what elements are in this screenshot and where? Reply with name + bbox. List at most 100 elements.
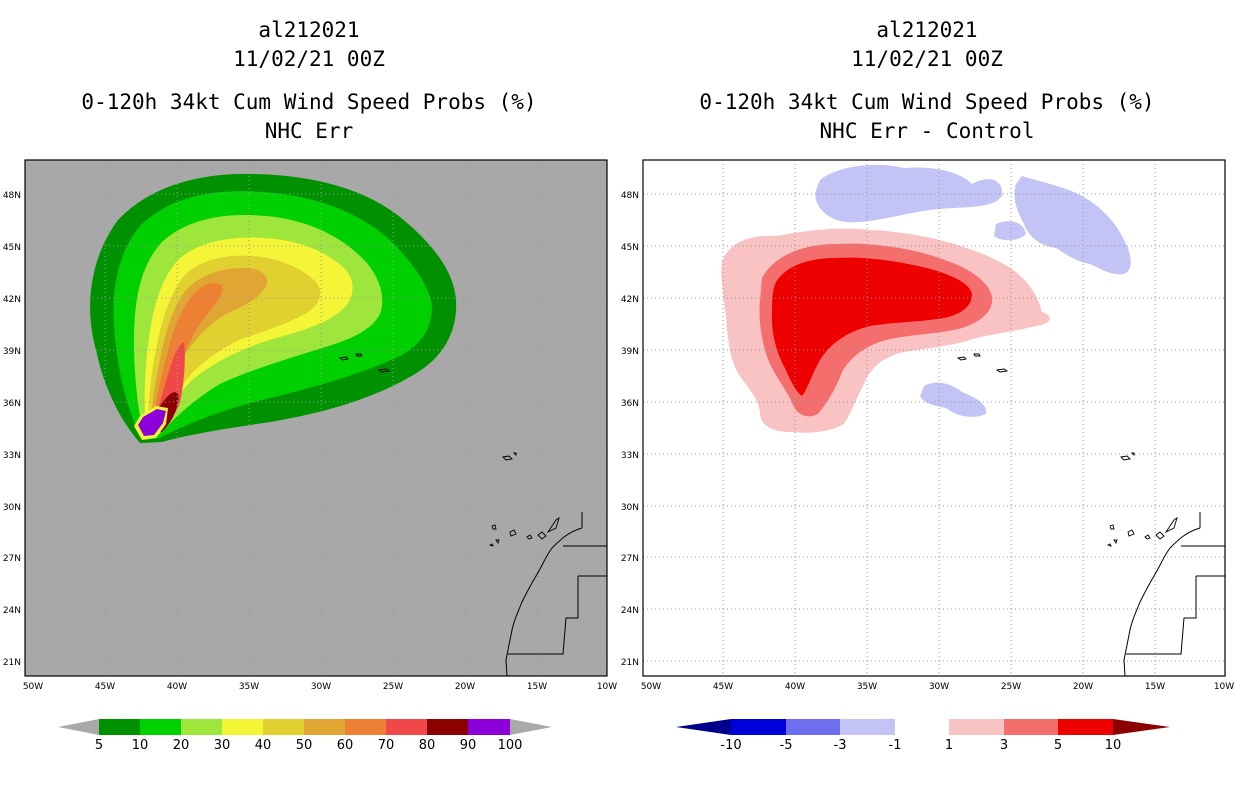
lat-label: 30N	[621, 503, 639, 513]
left-map-frame	[24, 159, 608, 677]
colorbar-swatch	[386, 719, 427, 735]
colorbar-swatch	[140, 719, 181, 735]
lat-label: 42N	[3, 295, 21, 305]
left-gridlines	[25, 160, 607, 676]
lat-label: 39N	[3, 347, 21, 357]
lat-label: 21N	[3, 658, 21, 668]
lon-label: 25W	[383, 682, 403, 692]
left-title-storm: al212021	[258, 18, 360, 42]
lon-label: 15W	[527, 682, 547, 692]
colorbar-swatch	[427, 719, 468, 735]
diff-pos-5to10	[772, 257, 972, 396]
colorbar-label: 30	[214, 738, 231, 753]
lat-label: 24N	[621, 606, 639, 616]
colorbar-swatch	[99, 719, 140, 735]
left-colorbar: 5 10 20 30 40 50 60 70 80 90 100	[58, 719, 552, 753]
colorbar-extend-high	[510, 719, 552, 735]
lat-label: 42N	[621, 295, 639, 305]
colorbar-label: 80	[419, 738, 436, 753]
right-colorbar: -10 -5 -3 -1 1 3 5 10	[676, 719, 1170, 753]
colorbar-label: -1	[889, 738, 902, 753]
colorbar-swatch	[345, 719, 386, 735]
colorbar-swatch	[840, 719, 895, 735]
right-gridlines	[643, 160, 1225, 676]
colorbar-label: 60	[337, 738, 354, 753]
lon-label: 40W	[167, 682, 187, 692]
colorbar-swatch	[1004, 719, 1058, 735]
colorbar-label: 1	[945, 738, 953, 753]
lat-label: 45N	[621, 243, 639, 253]
colorbar-extend-high	[1113, 719, 1170, 735]
colorbar-swatch	[731, 719, 786, 735]
prob-contour-90	[138, 409, 166, 436]
colorbar-label: 100	[498, 738, 523, 753]
lat-label: 30N	[3, 503, 21, 513]
colorbar-label: 40	[255, 738, 272, 753]
colorbar-swatch	[181, 719, 222, 735]
colorbar-swatch	[304, 719, 345, 735]
right-lat-labels: 48N 45N 42N 39N 36N 33N 30N 27N 24N 21N	[621, 191, 639, 668]
colorbar-swatch	[263, 719, 304, 735]
lon-label: 20W	[455, 682, 475, 692]
lat-label: 48N	[621, 191, 639, 201]
right-title-run: NHC Err - Control	[819, 119, 1035, 143]
colorbar-swatch	[895, 719, 949, 735]
lat-label: 27N	[3, 554, 21, 564]
diff-neg-area-4	[920, 382, 987, 417]
right-title-date: 11/02/21 00Z	[851, 47, 1003, 71]
lat-label: 45N	[3, 243, 21, 253]
colorbar-swatch	[468, 719, 510, 735]
lon-label: 50W	[23, 682, 43, 692]
right-ocean-background	[643, 160, 1225, 676]
lat-label: 33N	[621, 451, 639, 461]
lon-label: 35W	[857, 682, 877, 692]
colorbar-label: 3	[1000, 738, 1008, 753]
lon-label: 10W	[597, 682, 617, 692]
left-map	[25, 160, 607, 676]
colorbar-extend-low	[676, 719, 731, 735]
lon-label: 15W	[1145, 682, 1165, 692]
lon-label: 25W	[1001, 682, 1021, 692]
colorbar-swatch	[786, 719, 840, 735]
colorbar-label: -10	[720, 738, 741, 753]
right-lon-labels: 50W 45W 40W 35W 30W 25W 20W 15W 10W	[641, 682, 1234, 692]
lat-label: 21N	[621, 658, 639, 668]
right-map-frame	[642, 159, 1226, 677]
colorbar-label: 50	[296, 738, 313, 753]
lat-label: 33N	[3, 451, 21, 461]
lat-label: 39N	[621, 347, 639, 357]
colorbar-label: 10	[1105, 738, 1122, 753]
diff-neg-area-3	[994, 221, 1026, 241]
colorbar-label: 10	[132, 738, 149, 753]
left-title-product: 0-120h 34kt Cum Wind Speed Probs (%)	[81, 90, 537, 114]
lat-label: 27N	[621, 554, 639, 564]
colorbar-swatch	[1058, 719, 1113, 735]
left-lon-labels: 50W 45W 40W 35W 30W 25W 20W 15W 10W	[23, 682, 617, 692]
lon-label: 40W	[785, 682, 805, 692]
right-title-storm: al212021	[876, 18, 978, 42]
colorbar-label: 90	[460, 738, 477, 753]
prob-contour-50	[150, 268, 268, 428]
lon-label: 50W	[641, 682, 661, 692]
left-lat-labels: 48N 45N 42N 39N 36N 33N 30N 27N 24N 21N	[3, 191, 21, 668]
right-title-product: 0-120h 34kt Cum Wind Speed Probs (%)	[699, 90, 1155, 114]
lon-label: 10W	[1214, 682, 1234, 692]
colorbar-extend-low	[58, 719, 99, 735]
lon-label: 30W	[929, 682, 949, 692]
colorbar-label: 5	[1054, 738, 1062, 753]
colorbar-label: 70	[378, 738, 395, 753]
colorbar-label: -3	[834, 738, 847, 753]
right-map	[643, 160, 1225, 676]
left-title-date: 11/02/21 00Z	[233, 47, 385, 71]
lon-label: 35W	[239, 682, 259, 692]
lon-label: 45W	[95, 682, 115, 692]
diff-neg-area-2	[1014, 176, 1131, 275]
colorbar-label: 5	[95, 738, 103, 753]
lat-label: 36N	[3, 399, 21, 409]
lon-label: 20W	[1073, 682, 1093, 692]
lat-label: 48N	[3, 191, 21, 201]
lat-label: 24N	[3, 606, 21, 616]
lon-label: 45W	[713, 682, 733, 692]
lon-label: 30W	[311, 682, 331, 692]
left-title-run: NHC Err	[264, 119, 354, 143]
